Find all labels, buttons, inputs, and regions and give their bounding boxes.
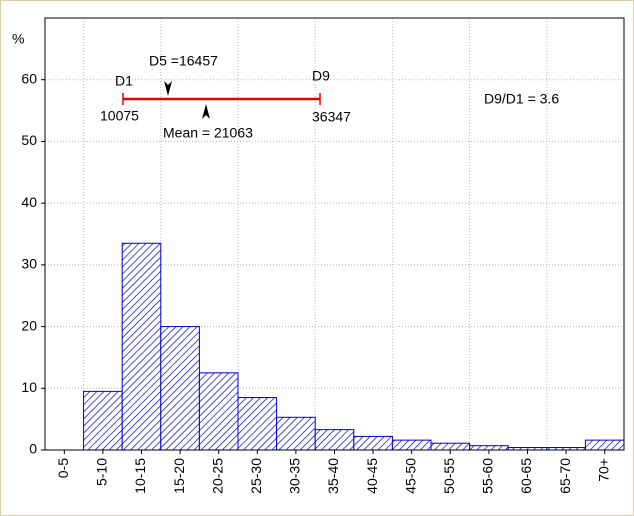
d9-value: 36347 [312, 109, 351, 125]
bar [430, 442, 471, 451]
y-tick-label: 10 [21, 379, 37, 395]
bar [391, 439, 432, 451]
bar [237, 397, 278, 451]
d1-value: 10075 [100, 108, 139, 124]
y-tick-label: 30 [21, 256, 37, 272]
mean-text: Mean = 21063 [163, 125, 253, 141]
x-tick-label: 60-65 [518, 458, 534, 494]
bar [198, 372, 239, 451]
y-tick-label: 40 [21, 194, 37, 210]
x-tick-label: 50-55 [441, 458, 457, 494]
bar [353, 435, 393, 451]
bar [584, 439, 625, 451]
x-tick-label: 45-50 [402, 458, 418, 494]
bar [121, 242, 162, 451]
x-tick-label: 40-45 [364, 458, 380, 494]
y-tick-label: 0 [29, 441, 37, 457]
plot-border [44, 17, 625, 451]
d9-label: D9 [312, 68, 330, 84]
x-tick-label: 55-60 [480, 458, 496, 494]
y-tick-label: 60 [21, 70, 37, 86]
x-tick-label: 70+ [595, 458, 611, 482]
x-tick-label: 65-70 [557, 458, 573, 494]
bar [83, 390, 123, 451]
x-tick-label: 10-15 [132, 458, 148, 494]
y-axis-label: % [12, 31, 24, 47]
bar [276, 416, 316, 451]
d5-arrow [164, 81, 172, 96]
bar [160, 326, 200, 451]
ratio-text: D9/D1 = 3.6 [484, 91, 559, 107]
d1-label: D1 [115, 73, 133, 89]
x-tick-label: 20-25 [209, 458, 225, 494]
x-tick-label: 15-20 [171, 458, 187, 494]
y-tick-label: 20 [21, 317, 37, 333]
x-tick-label: 30-35 [287, 458, 303, 494]
bar [469, 445, 509, 451]
x-tick-label: 5-10 [94, 458, 110, 486]
x-tick-label: 0-5 [55, 458, 71, 478]
d5-text: D5 =16457 [149, 53, 218, 69]
x-tick-label: 35-40 [325, 458, 341, 494]
y-tick-label: 50 [21, 132, 37, 148]
x-tick-label: 25-30 [248, 458, 264, 494]
bar [314, 429, 355, 451]
mean-arrow [202, 104, 210, 119]
